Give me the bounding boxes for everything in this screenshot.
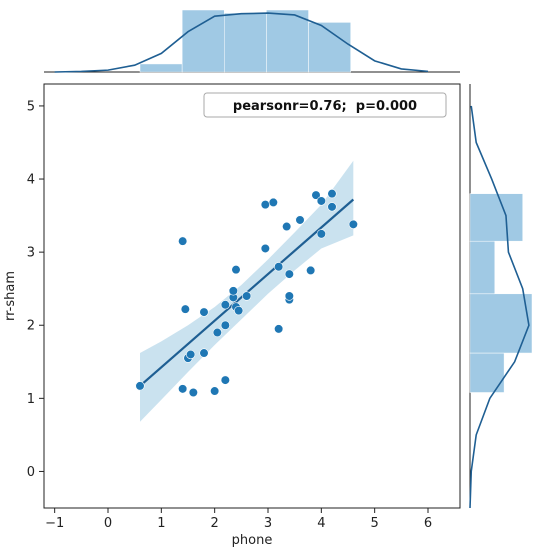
right-kde-curve [469,105,530,509]
scatter-point [284,269,294,279]
scatter-points-layer [135,189,358,398]
top-kde-curve [54,12,429,73]
scatter-point [295,215,305,225]
x-axis-ticks: −1 0 1 2 3 4 5 6 [45,508,432,531]
scatter-point [135,381,145,391]
scatter-point [316,229,326,239]
x-tick-label: 0 [104,516,112,531]
scatter-point [327,189,337,199]
scatter-point [220,375,230,385]
x-tick-label: 5 [371,516,379,531]
scatter-point [274,262,284,272]
scatter-point [242,291,252,301]
x-tick-label: 1 [157,516,165,531]
main-plot-frame [43,83,461,509]
right-histogram-bar [469,352,505,393]
right-histogram-bar [469,293,533,354]
y-axis-ticks: 0 1 2 3 4 5 [27,99,44,480]
annotation-box [203,92,447,118]
y-tick-label: 1 [27,392,35,407]
top-histogram-bar [224,12,267,73]
y-axis-label: rr-sham [3,271,18,321]
right-histogram-bar [469,193,523,242]
scatter-point [199,348,209,358]
y-tick-label: 3 [27,246,35,261]
scatter-point [268,197,278,208]
scatter-point [284,291,294,301]
y-tick-label: 5 [27,99,35,114]
scatter-point [220,300,230,310]
x-tick-label: −1 [45,516,64,531]
scatter-point [282,221,292,232]
scatter-point [180,304,190,314]
scatter-point [306,265,316,276]
scatter-point [260,243,270,254]
scatter-point [199,307,209,317]
annotation-text: pearsonr=0.76; p=0.000 [233,99,417,114]
top-histogram-bar [266,9,309,73]
x-tick-label: 3 [264,516,272,531]
x-axis-label: phone [232,533,273,548]
x-tick-label: 2 [211,516,219,531]
scatter-point [311,190,321,200]
scatter-point [220,320,230,330]
stats-annotation: pearsonr=0.76; p=0.000 [203,92,447,118]
scatter-point [260,200,270,210]
scatter-point [327,202,337,212]
scatter-point [348,219,358,229]
scatter-point [228,286,238,296]
top-histogram-bar [308,22,351,73]
scatter-point [178,236,188,246]
y-tick-label: 2 [27,319,35,334]
y-tick-label: 0 [27,465,35,480]
scatter-point [212,327,222,338]
right-marginal-histogram [469,84,533,509]
right-histogram-bar [469,240,496,295]
scatter-point [316,196,326,206]
top-marginal-histogram [44,9,460,73]
scatter-point [178,384,188,394]
top-histogram-bar [139,63,183,73]
scatter-point [231,265,241,275]
scatter-point [186,349,196,360]
y-tick-label: 4 [27,173,35,188]
x-tick-label: 4 [317,516,325,531]
scatter-point [210,386,220,396]
scatter-point [234,306,244,316]
scatter-point [188,387,198,398]
x-tick-label: 6 [424,516,432,531]
top-histogram-bar [181,9,225,73]
scatter-point [274,324,284,334]
